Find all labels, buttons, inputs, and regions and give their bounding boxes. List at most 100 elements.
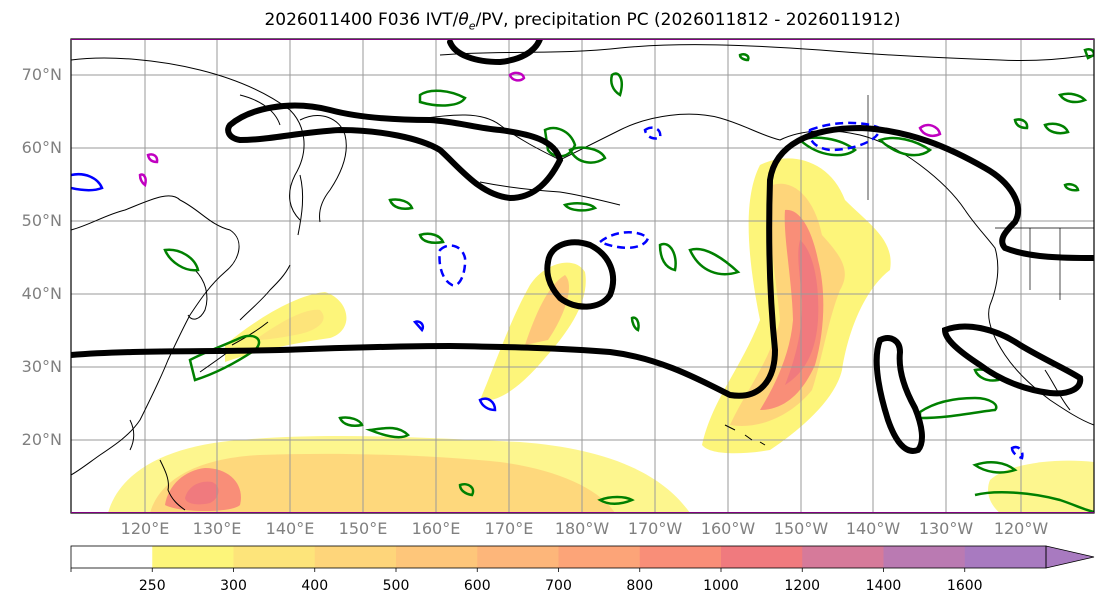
ivt-shade-east-right	[988, 460, 1094, 513]
theta-e-contour	[688, 247, 741, 276]
colorbar-swatch	[71, 546, 153, 568]
pv-contour-dashed	[643, 126, 662, 140]
map-area	[71, 39, 1094, 513]
latitude-label: 40°N	[21, 284, 62, 303]
ivt-contour-top	[447, 39, 543, 66]
coast-sakhalin	[297, 174, 304, 236]
theta-e-contour	[630, 316, 640, 332]
colorbar-tick-label: 300	[220, 578, 247, 594]
colorbar-swatch	[721, 546, 803, 568]
ivt-shade-pacific-mid	[730, 183, 845, 426]
pv-other-contours	[138, 71, 942, 188]
coast-na-west	[964, 209, 1094, 426]
theta-e-contour	[1013, 118, 1029, 130]
coast-kamchatka	[299, 115, 347, 223]
colorbar-swatch	[883, 546, 966, 568]
pv-contour-dashed	[438, 244, 467, 287]
longitude-label: 160°E	[411, 519, 461, 538]
theta-e-contours	[163, 47, 1094, 513]
longitude-label: 150°E	[338, 519, 388, 538]
longitude-label: 180°W	[554, 519, 610, 538]
theta-e-contour	[918, 396, 998, 420]
pv-other-contour	[146, 153, 159, 164]
theta-e-contour	[418, 232, 445, 244]
colorbar-tickmarks	[70, 568, 966, 572]
theta-e-contour	[562, 202, 598, 212]
pv-contour	[71, 173, 104, 192]
theta-e-contour	[338, 416, 364, 427]
colorbar-swatch	[964, 546, 1047, 568]
pv-contour	[478, 397, 497, 412]
pv-other-contour	[508, 71, 526, 82]
ivt-contour-east1	[873, 335, 925, 454]
ivt-contours	[71, 39, 1094, 454]
coast-taiwan	[129, 419, 135, 451]
coast-korea	[187, 269, 208, 320]
colorbar-swatch	[639, 546, 722, 568]
colorbar-swatch	[152, 546, 234, 568]
coast-siberia	[71, 57, 305, 221]
theta-e-contour	[188, 334, 261, 382]
pv-contours	[71, 121, 1024, 460]
theta-e-contour	[972, 461, 1018, 474]
colorbar-tick-label: 1600	[946, 578, 983, 594]
ivt-shade-japan-inner	[255, 309, 324, 340]
colorbar-extend-arrow	[1045, 545, 1095, 569]
colorbar-swatch	[314, 546, 397, 568]
coast-hawaii	[724, 424, 766, 446]
ivt-shade-pacific-core	[785, 240, 819, 385]
colorbar-swatch	[802, 546, 884, 568]
borders	[867, 95, 1094, 300]
colorbar-tick-label: 250	[138, 578, 166, 594]
longitude-label: 140°E	[265, 519, 315, 538]
coast-north	[439, 44, 1094, 62]
theta-e-contour	[418, 89, 467, 107]
ivt-shading	[108, 158, 1094, 513]
longitude-label: 120°E	[120, 519, 170, 538]
latitude-label: 30°N	[21, 357, 62, 376]
colorbar-tick-label: 800	[626, 578, 654, 594]
theta-e-contour	[1057, 92, 1088, 104]
pv-contour-dashed	[1010, 445, 1024, 460]
pv-other-contour	[918, 123, 942, 137]
theta-e-contour	[658, 242, 677, 272]
ivt-contour-loop	[544, 239, 617, 310]
latitude-label: 60°N	[21, 138, 62, 157]
theta-e-contour	[738, 53, 750, 62]
theta-e-contour	[1083, 47, 1094, 60]
colorbar-boxes	[71, 546, 1047, 568]
longitude-label: 130°E	[192, 519, 242, 538]
ivt-shade-tropical-mid	[150, 453, 615, 513]
colorbar-tick-label: 1200	[784, 578, 821, 594]
pv-contour-dashed	[808, 121, 882, 152]
colorbar-tick-label: 1400	[865, 578, 902, 594]
longitude-label: 150°W	[773, 519, 829, 538]
theta-e-contour	[568, 146, 607, 164]
ivt-contour-main	[71, 124, 1094, 399]
coast-asia	[71, 195, 240, 476]
latitude-label: 20°N	[21, 430, 62, 449]
pv-contour	[412, 320, 425, 333]
colorbar-tick-label: 600	[463, 578, 491, 594]
colorbar-swatch	[477, 546, 559, 568]
longitude-label: 120°W	[993, 519, 1049, 538]
theta-e-contour	[365, 426, 410, 439]
theta-e-contour	[458, 483, 475, 497]
theta-e-contour	[1043, 122, 1070, 135]
colorbar	[70, 545, 1095, 572]
theta-e-contour	[163, 248, 200, 272]
latitude-label: 50°N	[21, 211, 62, 230]
pv-contour-dashed	[597, 230, 650, 250]
ivt-contour-north	[225, 102, 564, 202]
longitude-label: 130°W	[918, 519, 974, 538]
theta-e-contour	[974, 491, 1094, 513]
theta-e-contour	[877, 136, 933, 157]
colorbar-tick-label: 400	[301, 578, 329, 594]
longitude-label: 170°W	[627, 519, 683, 538]
longitude-label: 140°W	[845, 519, 901, 538]
theta-e-contour	[597, 495, 635, 505]
ivt-contour-east2	[941, 323, 1084, 397]
colorbar-swatch	[396, 546, 478, 568]
colorbar-tick-label: 500	[382, 578, 410, 594]
